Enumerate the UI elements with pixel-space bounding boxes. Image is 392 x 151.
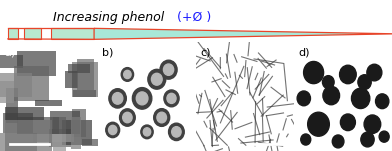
Circle shape [364,115,381,133]
Circle shape [157,112,167,123]
Bar [50,111,80,134]
Bar [0,133,37,151]
Circle shape [169,123,184,141]
Circle shape [124,70,131,79]
Bar [51,28,94,39]
Bar [0,73,31,97]
Bar [18,51,56,76]
Circle shape [120,109,135,126]
Bar [65,71,78,88]
Bar [17,117,59,134]
Circle shape [379,131,389,142]
Bar [8,28,18,39]
Bar [33,134,74,142]
Bar [62,120,92,145]
Bar [77,59,94,94]
Circle shape [332,135,344,148]
Bar [0,55,23,67]
Circle shape [167,93,176,103]
Bar [73,90,96,97]
Bar [35,100,62,106]
Bar [15,66,49,101]
Bar [73,109,86,137]
Bar [71,117,81,149]
Circle shape [106,122,120,138]
Circle shape [113,93,123,104]
Bar [5,120,51,151]
Bar [72,62,118,97]
Circle shape [361,132,374,147]
Circle shape [148,69,166,89]
Circle shape [358,75,371,90]
Circle shape [297,91,310,106]
Circle shape [163,64,174,75]
Circle shape [308,112,329,136]
Circle shape [340,114,356,131]
Bar [53,117,66,151]
Bar [5,107,44,120]
Circle shape [339,65,356,84]
Circle shape [123,112,132,123]
Circle shape [160,60,177,79]
Circle shape [154,109,170,126]
Bar [24,28,41,39]
Circle shape [109,89,126,108]
Circle shape [323,86,339,105]
Bar [6,88,18,123]
Circle shape [141,125,153,139]
Bar [0,81,14,103]
Bar [68,64,90,73]
Text: c): c) [200,48,211,58]
Text: (+Ø ): (+Ø ) [169,11,211,24]
Circle shape [376,94,389,109]
Text: b): b) [102,48,113,58]
Circle shape [352,88,370,109]
Circle shape [143,128,151,136]
Text: Increasing phenol: Increasing phenol [53,11,165,24]
Polygon shape [94,28,392,39]
Circle shape [323,76,334,89]
Circle shape [136,92,148,105]
Circle shape [367,64,382,81]
Text: d): d) [298,48,309,58]
Circle shape [172,127,181,137]
Circle shape [164,90,179,107]
Bar [49,129,71,147]
Circle shape [301,134,311,145]
Bar [3,113,33,133]
Circle shape [109,125,117,135]
Bar [82,139,99,146]
Circle shape [304,61,323,84]
Text: a): a) [4,48,15,58]
Circle shape [151,73,162,85]
Circle shape [121,68,134,81]
Circle shape [132,88,152,109]
